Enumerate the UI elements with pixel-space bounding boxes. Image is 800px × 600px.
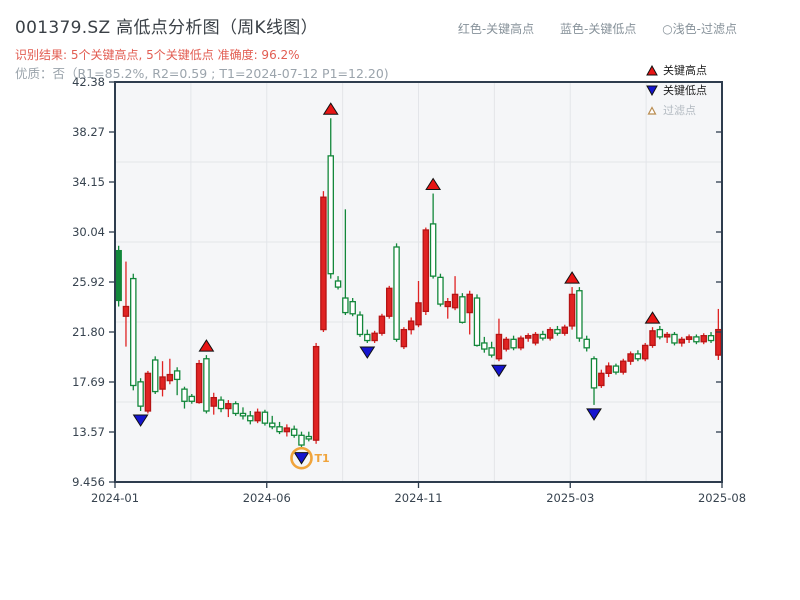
- note-key-low: 蓝色-关键低点: [560, 22, 637, 36]
- x-tick-label: 2025-03: [546, 491, 594, 505]
- t1-circle-marker: [290, 446, 313, 470]
- y-tick-label: 30.04: [72, 225, 105, 239]
- note-filtered: ○浅色-过滤点: [662, 22, 737, 36]
- key-low-marker: [491, 364, 507, 378]
- filtered-point-triangle-icon: [647, 105, 657, 115]
- y-tick-label: 17.69: [72, 375, 105, 389]
- recognition-result-text: 识别结果: 5个关键高点, 5个关键低点 准确度: 96.2%: [15, 48, 300, 62]
- x-tick-label: 2024-11: [394, 491, 442, 505]
- legend-label: 关键低点: [663, 84, 707, 97]
- y-tick-label: 21.80: [72, 325, 105, 339]
- y-tick-label: 9.456: [72, 475, 105, 489]
- key-high-marker: [644, 311, 661, 324]
- key-low-marker: [132, 414, 149, 427]
- legend-item-key-high: 关键高点: [646, 60, 741, 80]
- quality-info-text: 优质：否（R1=85.2%, R2=0.59 ; T1=2024-07-12 P…: [15, 66, 389, 81]
- legend-label: 过滤点: [663, 104, 696, 117]
- axis-tick-labels: 42.38 38.27 34.15 30.04 25.92 21.80 17.69 13.57…: [72, 75, 746, 505]
- key-point-markers: [132, 102, 661, 465]
- key-low-marker: [293, 452, 310, 465]
- y-tick-label: 34.15: [72, 175, 105, 189]
- key-low-marker: [359, 346, 376, 359]
- t1-label: T1: [314, 452, 329, 465]
- legend-item-filtered: 过滤点: [646, 100, 741, 120]
- key-low-marker: [586, 408, 602, 421]
- y-tick-label: 13.57: [72, 425, 105, 439]
- key-high-marker: [564, 271, 580, 284]
- color-key-note: 红色-关键高点 蓝色-关键低点 ○浅色-过滤点: [458, 20, 737, 37]
- key-high-triangle-icon: [646, 64, 658, 75]
- y-tick-label: 38.27: [72, 125, 105, 139]
- key-high-marker: [198, 339, 215, 352]
- x-tick-label: 2024-01: [91, 491, 139, 505]
- page-title: 001379.SZ 高低点分析图（周K线图）: [15, 18, 318, 38]
- note-key-high: 红色-关键高点: [457, 22, 535, 36]
- y-tick-label: 25.92: [72, 275, 105, 289]
- chart-legend: 关键高点 关键低点 过滤点: [646, 60, 741, 120]
- x-tick-label: 2025-08: [698, 491, 746, 505]
- x-tick-label: 2024-06: [243, 491, 291, 505]
- key-high-marker: [322, 102, 339, 115]
- y-tick-label: 42.38: [72, 75, 105, 89]
- legend-item-key-low: 关键低点: [646, 80, 741, 100]
- key-low-triangle-icon: [646, 85, 658, 96]
- legend-label: 关键高点: [663, 64, 707, 77]
- axis-ticks: [109, 81, 723, 488]
- key-high-marker: [425, 177, 442, 191]
- candles: [115, 118, 722, 449]
